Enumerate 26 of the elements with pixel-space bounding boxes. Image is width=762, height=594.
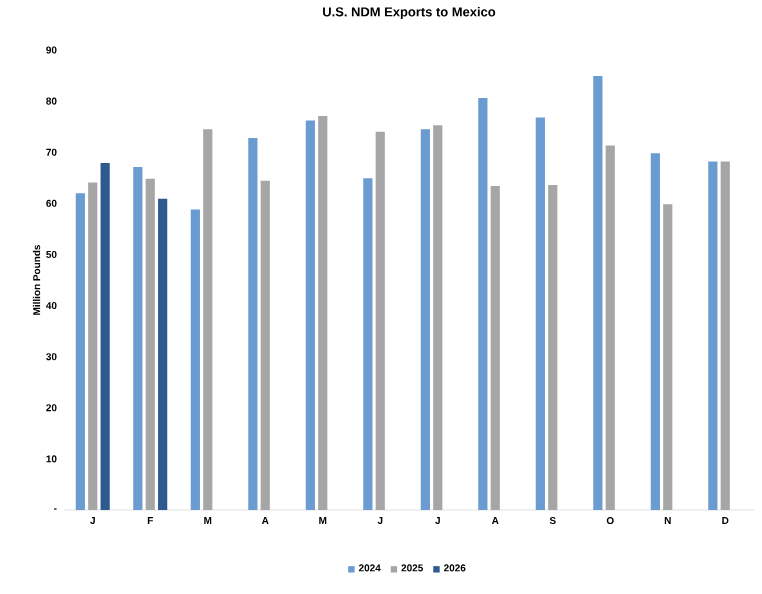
bar bbox=[363, 178, 373, 510]
bar bbox=[75, 193, 85, 510]
bar bbox=[100, 162, 110, 510]
bar bbox=[490, 185, 500, 510]
bar bbox=[158, 198, 168, 510]
bar bbox=[548, 184, 558, 510]
bar bbox=[420, 129, 430, 510]
bar bbox=[535, 117, 545, 510]
bar bbox=[650, 153, 660, 510]
bar bbox=[663, 204, 673, 510]
bar bbox=[318, 115, 328, 510]
bar bbox=[593, 76, 603, 510]
bar bbox=[133, 167, 143, 510]
bar bbox=[305, 120, 315, 510]
bar bbox=[260, 180, 270, 510]
bar bbox=[375, 131, 385, 510]
bar bbox=[433, 125, 443, 510]
bar bbox=[145, 178, 155, 510]
bar bbox=[203, 129, 213, 510]
bar bbox=[478, 98, 488, 510]
bar bbox=[708, 161, 718, 510]
bar bbox=[88, 182, 98, 510]
bar bbox=[190, 209, 200, 510]
bar bbox=[720, 161, 730, 510]
bar bbox=[248, 137, 258, 510]
bar bbox=[605, 145, 615, 510]
